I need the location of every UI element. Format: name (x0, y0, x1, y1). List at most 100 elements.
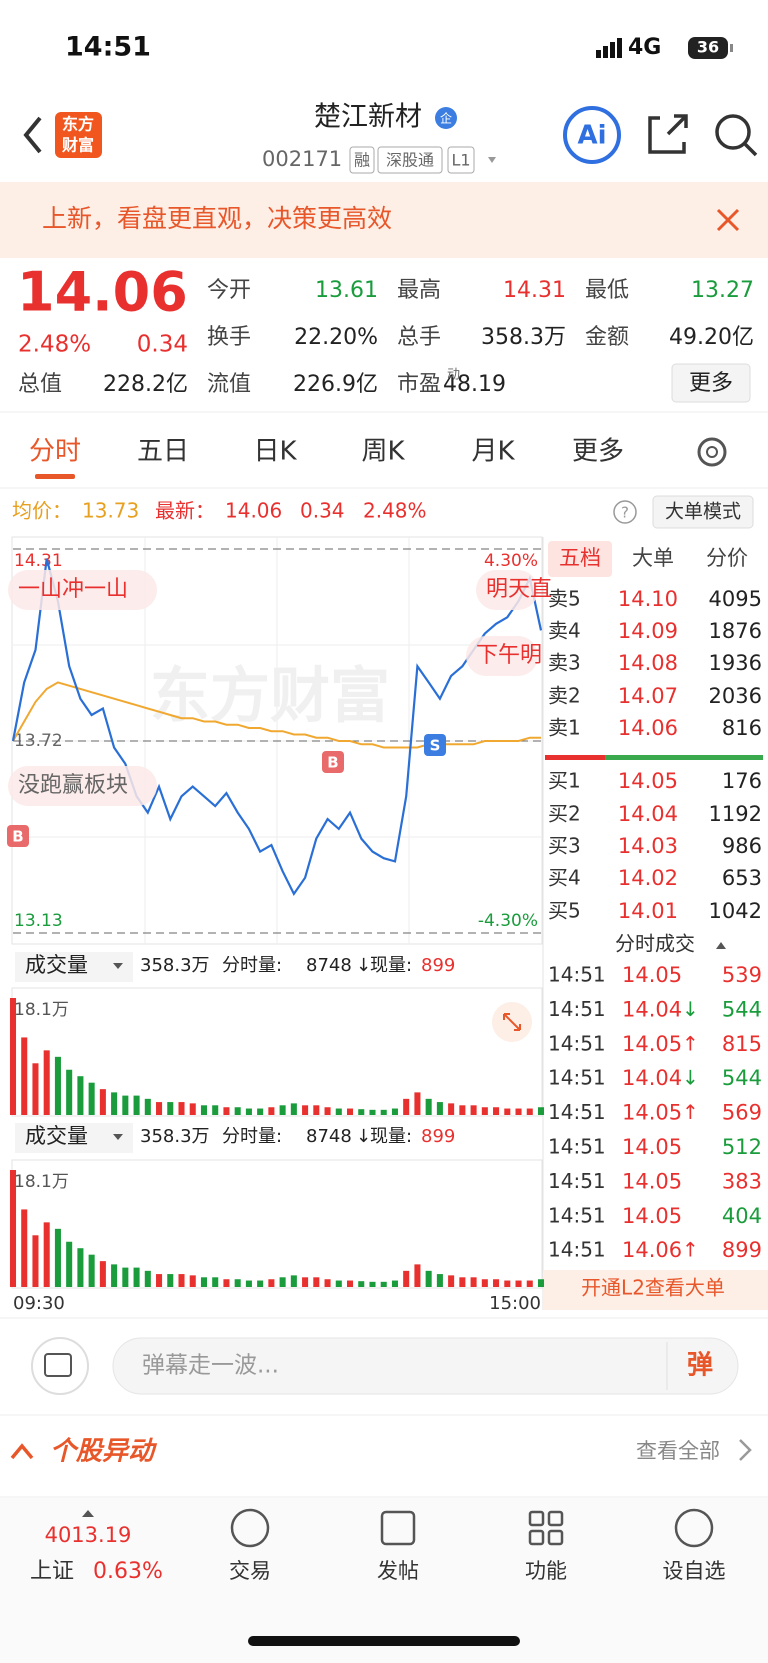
book-volume: 176 (722, 769, 762, 793)
book-tab[interactable]: 分价 (706, 546, 748, 570)
tab[interactable]: 分时 (29, 437, 81, 467)
trade-marker: S (430, 737, 441, 755)
volume-bar (167, 1274, 174, 1287)
book-volume: 986 (722, 834, 762, 858)
more-button[interactable] (671, 363, 751, 403)
tab[interactable]: 日K (253, 437, 297, 467)
help-icon[interactable] (613, 500, 637, 524)
comment-input[interactable] (112, 1337, 739, 1395)
trade-time: 14:51 (548, 963, 606, 987)
dropdown-icon (113, 1134, 123, 1140)
post-icon[interactable] (380, 1510, 416, 1546)
volume-bar (324, 1107, 331, 1115)
trade-price: 14.05 (622, 1032, 682, 1056)
volume-bar (335, 1280, 342, 1287)
volume-bar (144, 1098, 151, 1115)
comment-icon[interactable] (31, 1337, 89, 1395)
ai-label[interactable]: Ai (577, 121, 606, 151)
minute-arrow: ↓ (356, 955, 371, 976)
volume-bar (358, 1281, 365, 1287)
volume-select[interactable] (15, 952, 133, 982)
trade-arrow: ↑ (682, 1100, 699, 1124)
book-label: 买2 (548, 802, 581, 826)
trade-volume: 569 (722, 1101, 762, 1125)
book-tab[interactable]: 大单 (632, 546, 674, 570)
change: 0.34 (300, 499, 345, 523)
more-button-label[interactable]: 更多 (689, 371, 733, 396)
settings-icon[interactable] (697, 437, 727, 467)
trade-volume: 539 (722, 963, 762, 987)
watchlist-icon[interactable] (674, 1508, 714, 1548)
volume-bar (436, 1102, 443, 1115)
book-volume: 816 (722, 716, 762, 740)
y-tick-label: 18.1万 (14, 1000, 69, 1020)
chevron[interactable] (739, 1439, 752, 1461)
chart-layer: 东方财富 13.13 13.72 14.31 -4.30% 4.30% 09:30 15:00… (7, 537, 552, 1314)
dropdown-icon[interactable] (488, 157, 496, 163)
change-pct: 2.48% (18, 332, 91, 358)
volume-bar (403, 1098, 410, 1115)
section-link[interactable]: 查看全部 (636, 1439, 720, 1463)
collapse-icon[interactable] (10, 1443, 34, 1460)
mode-button[interactable] (652, 495, 754, 529)
danmu-button[interactable]: 弹 (687, 1351, 713, 1381)
volume-bar (234, 1107, 241, 1115)
trade-marker: B (12, 828, 23, 846)
volume-bar (144, 1270, 151, 1287)
stat-value: 226.9亿 (293, 372, 378, 397)
now-label: 现量: (370, 955, 412, 976)
nav-item[interactable]: 发帖 (377, 1559, 419, 1583)
ai-icon[interactable] (563, 106, 621, 164)
function-icon[interactable] (528, 1510, 545, 1527)
volume-bar (414, 1092, 421, 1115)
tab[interactable]: 五日 (137, 437, 189, 467)
banner-text[interactable]: 上新，看盘更直观，决策更高效 (42, 204, 392, 233)
nav-item[interactable]: 设自选 (663, 1559, 726, 1583)
l2-banner[interactable]: 开通L2查看大单 (581, 1276, 725, 1300)
nav-item[interactable]: 功能 (525, 1559, 567, 1583)
annotation-bg (466, 636, 538, 676)
volume-bar (257, 1108, 264, 1115)
ask-bid-ratio (545, 755, 605, 760)
stat-value: 228.2亿 (103, 372, 188, 397)
volume-bar (245, 1280, 252, 1287)
volume-bar (32, 1235, 39, 1287)
volume-bar (99, 1261, 106, 1287)
tab[interactable]: 月K (471, 437, 515, 467)
l2-banner-bg[interactable] (543, 1270, 768, 1310)
trade-volume: 815 (722, 1032, 762, 1056)
trade-price: 14.05 (622, 1204, 682, 1228)
volume-bar (537, 1107, 545, 1115)
share-icon[interactable] (648, 114, 688, 154)
nav-item[interactable]: 交易 (229, 1559, 271, 1583)
x-tick-label: 09:30 (13, 1293, 65, 1314)
stat-label: 最低 (585, 278, 629, 303)
search-icon[interactable] (715, 114, 751, 150)
tag-box (377, 146, 443, 174)
book-price: 14.06 (618, 716, 678, 740)
trade-icon[interactable] (230, 1508, 270, 1548)
stat-label: 市盈 (397, 372, 441, 397)
mode-button-label[interactable]: 大单模式 (665, 501, 741, 523)
volume-label: 成交量 (25, 953, 88, 977)
volume-bar (369, 1281, 376, 1287)
back-icon[interactable] (23, 116, 42, 154)
trade-price: 14.05 (622, 1135, 682, 1159)
volume-select[interactable] (15, 1123, 133, 1153)
tab[interactable]: 周K (361, 437, 405, 467)
close-icon[interactable] (716, 208, 740, 232)
volume-bar (133, 1095, 140, 1115)
tab-indicator (35, 474, 75, 479)
minute-value: 8748 (306, 1126, 352, 1147)
index-arrow (82, 1510, 94, 1517)
banner-bg[interactable] (0, 182, 768, 258)
stock-code: 002171 (262, 147, 342, 171)
help-label[interactable]: ? (621, 504, 629, 522)
tab[interactable]: 更多 (572, 437, 624, 467)
comment-placeholder[interactable]: 弹幕走一波... (142, 1353, 279, 1379)
book-tab[interactable]: 五档 (559, 546, 601, 570)
logo[interactable] (55, 112, 102, 158)
volume-bar (111, 1092, 118, 1115)
trade-arrow: ↑ (682, 1031, 699, 1055)
